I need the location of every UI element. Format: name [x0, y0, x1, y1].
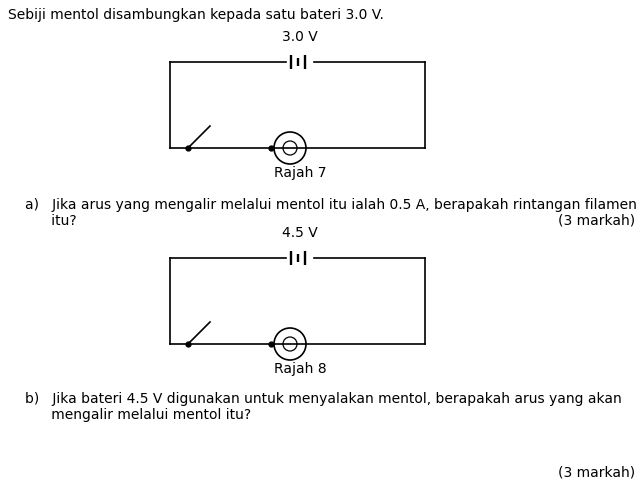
Text: Rajah 8: Rajah 8 [274, 362, 326, 376]
Text: Sebiji mentol disambungkan kepada satu bateri 3.0 V.: Sebiji mentol disambungkan kepada satu b… [8, 8, 384, 22]
Text: mengalir melalui mentol itu?: mengalir melalui mentol itu? [25, 408, 251, 422]
Text: Rajah 7: Rajah 7 [274, 166, 326, 180]
Text: (3 markah): (3 markah) [558, 214, 635, 228]
Text: b)   Jika bateri 4.5 V digunakan untuk menyalakan mentol, berapakah arus yang ak: b) Jika bateri 4.5 V digunakan untuk men… [25, 392, 622, 406]
Text: (3 markah): (3 markah) [558, 465, 635, 479]
Text: 3.0 V: 3.0 V [282, 30, 318, 44]
Text: itu?: itu? [25, 214, 77, 228]
Text: a)   Jika arus yang mengalir melalui mentol itu ialah 0.5 A, berapakah rintangan: a) Jika arus yang mengalir melalui mento… [25, 198, 637, 212]
Text: 4.5 V: 4.5 V [282, 226, 318, 240]
